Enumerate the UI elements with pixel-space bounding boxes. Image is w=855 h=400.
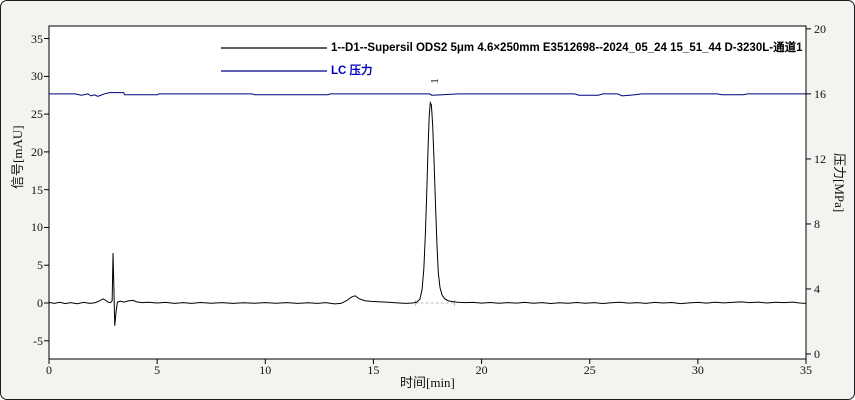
y-left-tick-label: 35 xyxy=(31,31,43,46)
y-left-tick-label: 25 xyxy=(31,107,43,122)
x-tick-label: 20 xyxy=(475,363,488,377)
x-tick-label: 35 xyxy=(800,363,812,377)
x-tick-label: 5 xyxy=(154,363,161,377)
y-left-tick-label: 0 xyxy=(37,296,43,310)
y-right-tick-label: 8 xyxy=(814,216,820,231)
y-right-axis-label: 压力[MPa] xyxy=(832,153,847,213)
y-left-tick-label: 10 xyxy=(31,220,43,235)
series-signal-trace xyxy=(48,100,807,326)
y-right-tick-label: 0 xyxy=(814,346,820,361)
y-right-tick-label: 12 xyxy=(814,151,826,166)
y-left-tick-label: -5 xyxy=(33,333,43,348)
x-tick-label: 15 xyxy=(367,363,380,377)
legend-entry-signal: 1--D1--Supersil ODS2 5μm 4.6×250mm E3512… xyxy=(331,42,803,54)
y-left-axis-label: 信号[mAU] xyxy=(10,125,25,189)
x-tick-label: 0 xyxy=(46,363,52,377)
y-left-tick-label: 20 xyxy=(31,144,43,159)
y-left-tick-label: 5 xyxy=(37,258,43,273)
plot-area xyxy=(48,25,807,360)
x-tick-label: 25 xyxy=(583,363,596,377)
x-axis-label: 时间[min] xyxy=(400,375,455,390)
y-left-tick-label: 15 xyxy=(31,182,43,197)
x-tick-label: 30 xyxy=(691,363,704,377)
y-left-tick-label: 30 xyxy=(31,69,43,84)
y-right-tick-label: 16 xyxy=(814,86,826,101)
y-right-tick-label: 4 xyxy=(814,281,820,296)
x-tick-label: 10 xyxy=(259,363,272,377)
y-right-tick-label: 20 xyxy=(814,21,826,36)
peak-number-label: 1 xyxy=(428,77,441,84)
legend-entry-pressure: LC 压力 xyxy=(331,65,373,77)
series-pressure-trace xyxy=(49,92,806,97)
